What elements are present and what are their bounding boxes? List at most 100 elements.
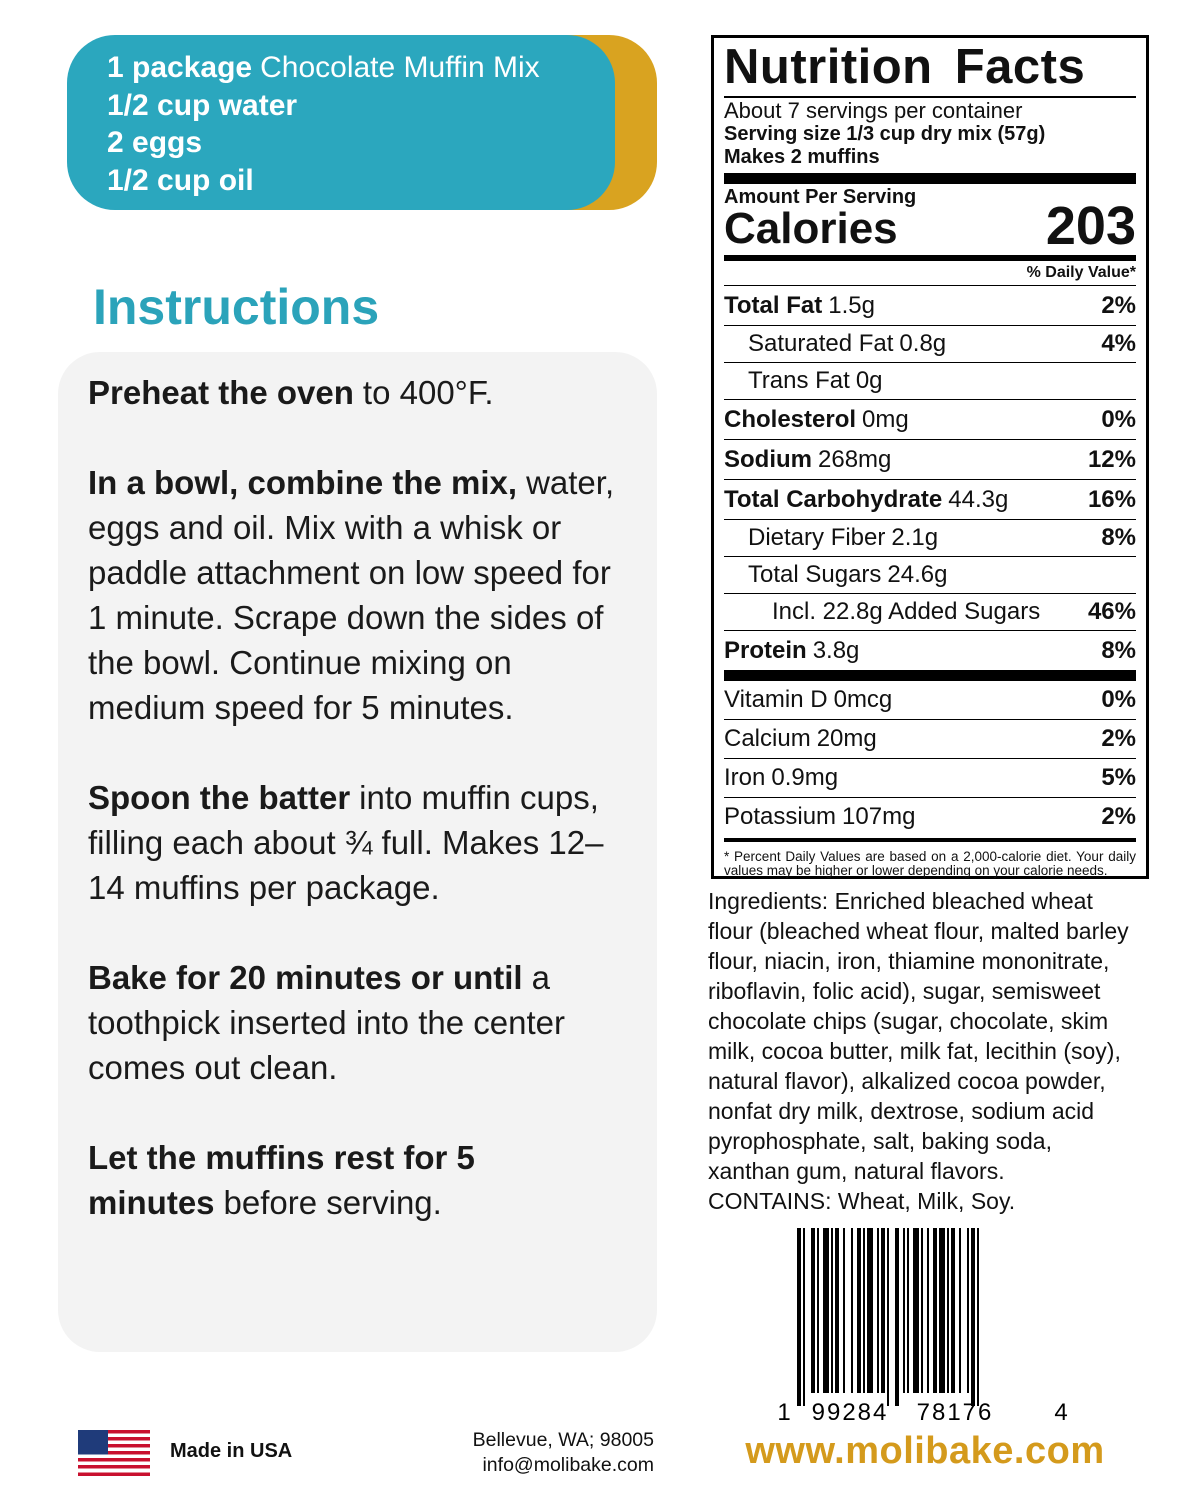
barcode-bar <box>803 1228 805 1406</box>
recipe-item: Chocolate Muffin Mix <box>260 51 540 84</box>
daily-value: 0% <box>1101 405 1136 433</box>
step-text: before serving. <box>223 1184 442 1221</box>
step-lead: Let the muffins rest for 5 minutes <box>88 1139 475 1221</box>
address: Bellevue, WA; 98005 <box>472 1429 654 1451</box>
ingredients-line: riboflavin, folic acid), sugar, semiswee… <box>708 978 1101 1004</box>
nutrient-name: Protein <box>724 636 807 664</box>
nutrient-amount: 3.8g <box>812 636 860 664</box>
nutrient-amount: 2.1g <box>891 524 939 551</box>
nutrient-label: Incl. 22.8g Added Sugars <box>772 598 1046 626</box>
barcode-bar <box>895 1228 899 1406</box>
daily-value: 5% <box>1101 764 1136 791</box>
nutrient-name: Sodium <box>724 445 812 473</box>
nutrient-label: Protein 3.8g <box>724 637 859 665</box>
nutrient-row: Cholesterol 0mg 0% <box>724 399 1136 439</box>
step: Let the muffins rest for 5 minutes before… <box>88 1135 637 1225</box>
vitamin-name: Calcium <box>724 725 811 752</box>
daily-value: 8% <box>1101 636 1136 664</box>
website: www.molibake.com <box>745 1430 1105 1472</box>
nutrient-amount: 0.8g <box>899 330 947 357</box>
ingredients-line: xanthan gum, natural flavors. <box>708 1158 1005 1184</box>
servings: About 7 servings per container <box>724 98 1023 123</box>
step: In a bowl, combine the mix, water, eggs a… <box>88 460 637 730</box>
nutrient-row: Total Sugars 24.6g <box>724 556 1136 593</box>
daily-value: 0% <box>1101 686 1136 713</box>
vitamin-label: Potassium 107mg <box>724 803 915 831</box>
daily-value: 2% <box>1101 803 1136 830</box>
nutrient-row: Total Fat 1.5g 2% <box>724 285 1136 325</box>
nutrient-row: Protein 3.8g 8% <box>724 630 1136 670</box>
barcode-bar <box>857 1228 861 1393</box>
barcode-digits: 1 <box>777 1399 792 1426</box>
instructions-title: Instructions <box>93 279 380 335</box>
nutrient-row: Dietary Fiber 2.1g 8% <box>724 519 1136 556</box>
vitamin-amount: 20mg <box>816 725 877 752</box>
barcode-bar <box>817 1228 819 1393</box>
barcode-bar <box>933 1228 937 1393</box>
recipe-line: 1/2 cup oil <box>107 162 615 200</box>
daily-value: 16% <box>1087 485 1136 513</box>
ingredients-line: nonfat dry milk, dextrose, sodium acid <box>708 1098 1095 1124</box>
address-block: Bellevue, WA; 98005 info@molibake.com <box>400 1428 654 1478</box>
nutrient-name: Trans Fat <box>748 367 850 394</box>
rule <box>724 173 1136 184</box>
nutrient-label: Total Carbohydrate 44.3g <box>724 486 1008 514</box>
barcode-bar <box>797 1228 801 1406</box>
vitamin-amount: 0.9mg <box>771 764 839 791</box>
barcode-bar <box>843 1228 845 1393</box>
barcode-bar <box>927 1228 929 1393</box>
nutrient-name: Cholesterol <box>724 405 857 433</box>
daily-value: 4% <box>1101 330 1136 357</box>
daily-value: 46% <box>1087 598 1136 625</box>
calories-label: Calories <box>724 204 898 253</box>
barcode-bar <box>913 1228 919 1393</box>
step-lead: Preheat the oven <box>88 374 354 411</box>
recipe-amount: 1 package <box>107 51 253 84</box>
barcode-bar <box>823 1228 829 1393</box>
nutrient-label: Cholesterol 0mg <box>724 406 909 434</box>
barcode: 1 99284 78176 4 <box>777 1228 1068 1426</box>
barcode-bar <box>831 1228 833 1393</box>
daily-value: 2% <box>1101 725 1136 752</box>
rule <box>724 96 1136 98</box>
nutrient-amount: 0g <box>855 367 883 394</box>
barcode-bar <box>863 1228 865 1393</box>
vitamin-row: Iron 0.9mg 5% <box>724 758 1136 797</box>
vitamin-name: Potassium <box>724 803 837 830</box>
nutrient-row: Saturated Fat 0.8g 4% <box>724 325 1136 362</box>
recipe-line: 2 eggs <box>107 124 615 162</box>
barcode-bar <box>867 1228 873 1393</box>
daily-value: 2% <box>1101 291 1136 319</box>
barcode-bar <box>977 1228 979 1406</box>
barcode-bar <box>851 1228 853 1393</box>
barcode-bar <box>887 1228 889 1406</box>
nutrient-amount: 268mg <box>818 445 892 473</box>
rule <box>724 670 1136 681</box>
vitamin-amount: 0mcg <box>833 686 893 713</box>
ingredients: Ingredients: Enriched bleached wheat flou… <box>708 886 1168 1216</box>
ingredients-line: Ingredients: Enriched bleached wheat <box>708 888 1093 914</box>
vitamin-name: Iron <box>724 764 766 791</box>
nutrient-amount: 1.5g <box>828 291 875 319</box>
ingredients-line: milk, cocoa butter, milk fat, lecithin (… <box>708 1038 1121 1064</box>
step: Bake for 20 minutes or until a toothpick … <box>88 955 637 1090</box>
ingredients-line: flour (bleached wheat flour, malted barl… <box>708 918 1129 944</box>
barcode-bar <box>921 1228 923 1393</box>
recipe-amount: 2 eggs <box>107 126 203 159</box>
barcode-bar <box>835 1228 839 1393</box>
nutrient-name: Saturated Fat <box>748 330 894 357</box>
step-text: into muffin cups, filling each about ¾ f… <box>88 779 604 906</box>
barcode-bar <box>947 1228 949 1393</box>
nutrient-amount: 0mg <box>862 405 909 433</box>
amount-per-serving: Amount Per Serving <box>724 186 917 208</box>
ingredients-line: pyrophosphate, salt, baking soda, <box>708 1128 1052 1154</box>
rule <box>724 838 1136 842</box>
nutrient-row: Total Carbohydrate 44.3g 16% <box>724 479 1136 519</box>
nutrient-label: Dietary Fiber 2.1g <box>748 524 938 552</box>
nutrient-row: Sodium 268mg 12% <box>724 439 1136 479</box>
barcode-digits: 78176 <box>917 1399 994 1426</box>
ingredients-line: CONTAINS: Wheat, Milk, Soy. <box>708 1188 1016 1214</box>
recipe-amount: 1/2 cup water <box>107 88 298 122</box>
step-text: a toothpick inserted into the center com… <box>88 959 565 1086</box>
